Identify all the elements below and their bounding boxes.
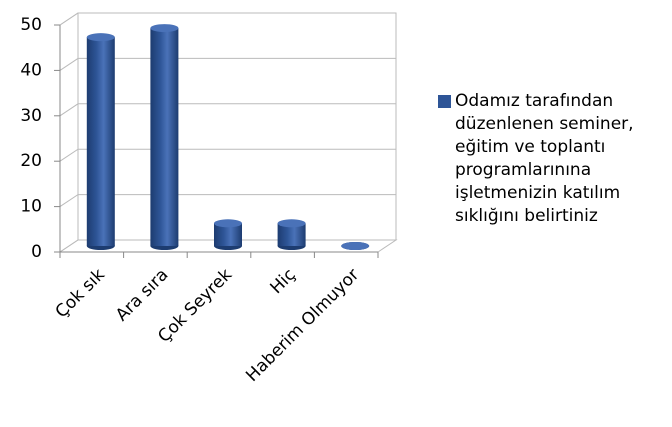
grid-line — [59, 194, 396, 208]
y-tick-label: 40 — [20, 60, 42, 80]
bar — [150, 28, 179, 246]
bar — [214, 223, 242, 246]
x-tick-label: Çok sık — [52, 265, 109, 322]
x-tick-label: Hiç — [267, 265, 300, 298]
back-wall — [77, 12, 397, 241]
grid-line — [59, 103, 396, 117]
y-tick-label: 10 — [20, 197, 42, 217]
legend-swatch — [438, 95, 451, 108]
bar-top — [277, 219, 306, 228]
grid-line — [59, 148, 396, 162]
x-tick-label: Haberim Olmuyor — [242, 265, 363, 386]
bar — [86, 37, 115, 246]
legend-label: Odamız tarafından düzenlenen seminer, eğ… — [455, 91, 634, 226]
bar-top — [150, 24, 179, 33]
grid-line — [59, 57, 396, 71]
y-tick-label: 0 — [31, 242, 42, 262]
bar-top — [86, 33, 115, 42]
grid-line — [59, 12, 396, 26]
x-tick-label: Ara sıra — [112, 265, 172, 325]
bar-top — [341, 242, 370, 250]
legend: Odamız tarafından düzenlenen seminer, eğ… — [438, 90, 670, 228]
bar — [277, 223, 306, 246]
y-tick-label: 20 — [20, 151, 42, 171]
y-tick-label: 30 — [20, 106, 42, 126]
y-tick-label: 50 — [20, 15, 42, 35]
bar-top — [214, 219, 242, 228]
